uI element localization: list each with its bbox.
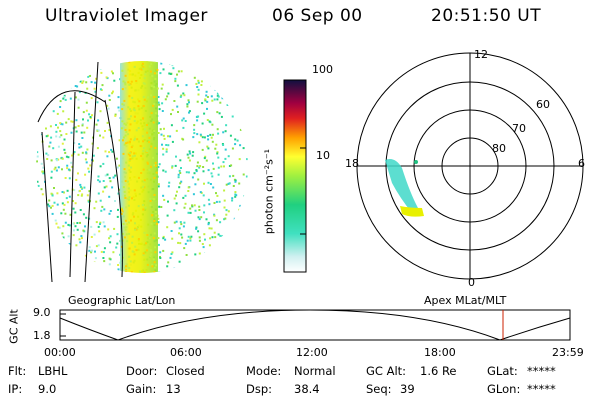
glat-label: GLat: <box>487 364 518 378</box>
ip-label: IP: <box>8 382 23 396</box>
longitude-line <box>69 91 76 278</box>
gain-label: Gain: <box>126 382 157 396</box>
lat-label-80: 80 <box>492 142 506 155</box>
door-label: Door: <box>126 364 158 378</box>
lat-label-60: 60 <box>536 98 550 111</box>
ip-value: 9.0 <box>38 382 57 396</box>
geographic-image <box>36 61 248 283</box>
date-label: 06 Sep 00 <box>272 6 363 26</box>
colorbar-tick-10: 10 <box>316 149 330 162</box>
latitude-curve <box>104 99 123 278</box>
colorbar-label: photon cm⁻²s⁻¹ <box>262 148 276 235</box>
glat-value: ***** <box>527 364 556 378</box>
left-panel-label: Geographic Lat/Lon <box>68 294 176 307</box>
colorbar-ramp <box>283 79 307 273</box>
glon-label: GLon: <box>487 382 521 396</box>
gain-value: 13 <box>166 382 181 396</box>
polar-plot <box>356 52 584 280</box>
mlt-label-0: 0 <box>468 276 475 289</box>
colorbar <box>283 79 307 273</box>
altitude-xtick: 06:00 <box>170 346 202 359</box>
altitude-curve <box>59 309 571 341</box>
altitude-plot <box>59 309 571 341</box>
altitude-ytick-9: 9.0 <box>33 306 51 319</box>
mlt-label-6: 6 <box>578 157 585 170</box>
mode-label: Mode: <box>246 364 282 378</box>
mlt-label-18: 18 <box>345 157 359 170</box>
door-value: Closed <box>166 364 205 378</box>
mode-value: Normal <box>294 364 336 378</box>
longitude-line <box>84 61 99 283</box>
bright-band <box>120 61 158 273</box>
seq-value: 39 <box>400 382 415 396</box>
altitude-xtick: 23:59 <box>552 346 584 359</box>
altitude-xtick: 18:00 <box>424 346 456 359</box>
altitude-frame <box>59 309 571 341</box>
auroral-oval-patch <box>385 159 424 217</box>
flt-label: Flt: <box>8 364 27 378</box>
altitude-xtick: 00:00 <box>44 346 76 359</box>
lat-label-70: 70 <box>512 122 526 135</box>
altitude-xtick: 12:00 <box>296 346 328 359</box>
flt-value: LBHL <box>38 364 68 378</box>
dsp-label: Dsp: <box>246 382 273 396</box>
mlt-label-12: 12 <box>474 48 488 61</box>
glon-value: ***** <box>527 382 556 396</box>
emission-speckle-overlay <box>120 61 160 273</box>
altitude-ylabel: GC Alt <box>7 309 21 344</box>
gcalt-value: 1.6 Re <box>420 364 457 378</box>
seq-label: Seq: <box>366 382 392 396</box>
time-label: 20:51:50 UT <box>431 6 542 26</box>
colorbar-tick-100: 100 <box>312 63 333 76</box>
longitude-line <box>41 131 53 283</box>
gcalt-label: GC Alt: <box>366 364 407 378</box>
altitude-ytick-1.8: 1.8 <box>33 329 51 342</box>
instrument-title: Ultraviolet Imager <box>45 6 208 26</box>
dsp-value: 38.4 <box>294 382 320 396</box>
right-panel-label: Apex MLat/MLT <box>424 294 507 307</box>
